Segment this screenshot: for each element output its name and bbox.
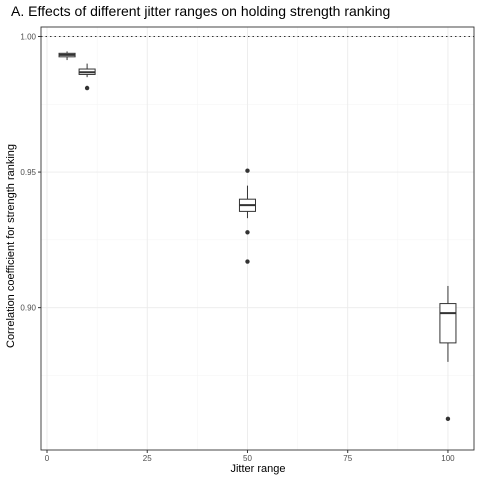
- boxplots: [58, 51, 457, 422]
- boxplot-50: [238, 168, 256, 264]
- grid: [41, 27, 474, 450]
- boxplot-100: [439, 285, 457, 422]
- y-tick-label: 0.95: [20, 168, 36, 177]
- x-tick-label: 0: [45, 454, 50, 463]
- y-axis: 0.90 0.95 1.00: [20, 32, 41, 313]
- outlier-point: [245, 168, 250, 173]
- x-tick-label: 50: [243, 454, 252, 463]
- y-tick-label: 1.00: [20, 32, 36, 41]
- y-axis-title: Correlation coefficient for strength ran…: [5, 144, 17, 348]
- x-axis: 0 25 50 75 100: [45, 450, 455, 463]
- x-axis-title: Jitter range: [230, 463, 285, 475]
- panel-background: [41, 27, 474, 450]
- outlier-point: [245, 230, 250, 235]
- box-iqr: [439, 303, 457, 344]
- outlier-point: [445, 416, 451, 422]
- x-tick-label: 25: [143, 454, 152, 463]
- y-tick-label: 0.90: [20, 304, 36, 313]
- boxplot-5: [58, 51, 76, 61]
- x-tick-label: 100: [441, 454, 455, 463]
- panel-border: [40, 26, 475, 451]
- outlier-point: [245, 259, 250, 264]
- boxplot-10: [78, 63, 96, 91]
- x-tick-label: 75: [343, 454, 352, 463]
- outlier-point: [84, 85, 90, 91]
- chart-title: A. Effects of different jitter ranges on…: [11, 3, 390, 19]
